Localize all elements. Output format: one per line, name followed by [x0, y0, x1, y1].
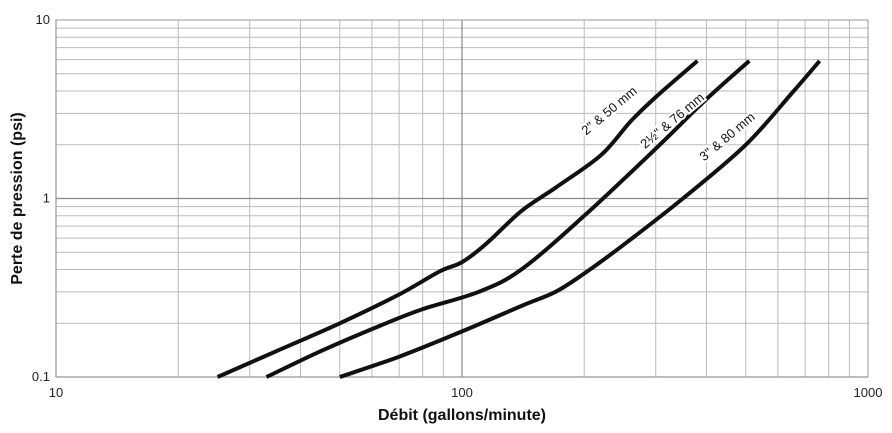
y-tick-label: 10 — [36, 12, 50, 27]
y-tick-label: 0.1 — [32, 369, 50, 384]
x-tick-label: 10 — [49, 385, 63, 400]
series-layer — [216, 59, 822, 379]
x-tick-label: 100 — [451, 385, 473, 400]
series-line-2in-50mm — [216, 59, 699, 379]
x-tick-label: 1000 — [854, 385, 883, 400]
x-axis-title: Débit (gallons/minute) — [378, 407, 546, 424]
y-axis-title: Perte de pression (psi) — [9, 112, 26, 285]
series-label-3in-80mm: 3" & 80 mm — [696, 109, 757, 164]
plot-frame — [55, 19, 869, 378]
y-axis-ticks: 0.1 1 10 — [32, 12, 50, 384]
series-line-2-5in-76mm — [265, 59, 751, 379]
series-label-2-5in-76mm: 2½" & 76 mm — [637, 90, 707, 152]
y-tick-label: 1 — [43, 191, 50, 206]
series-line-3in-80mm — [339, 59, 822, 379]
x-axis-ticks: 10 100 1000 — [49, 385, 883, 400]
